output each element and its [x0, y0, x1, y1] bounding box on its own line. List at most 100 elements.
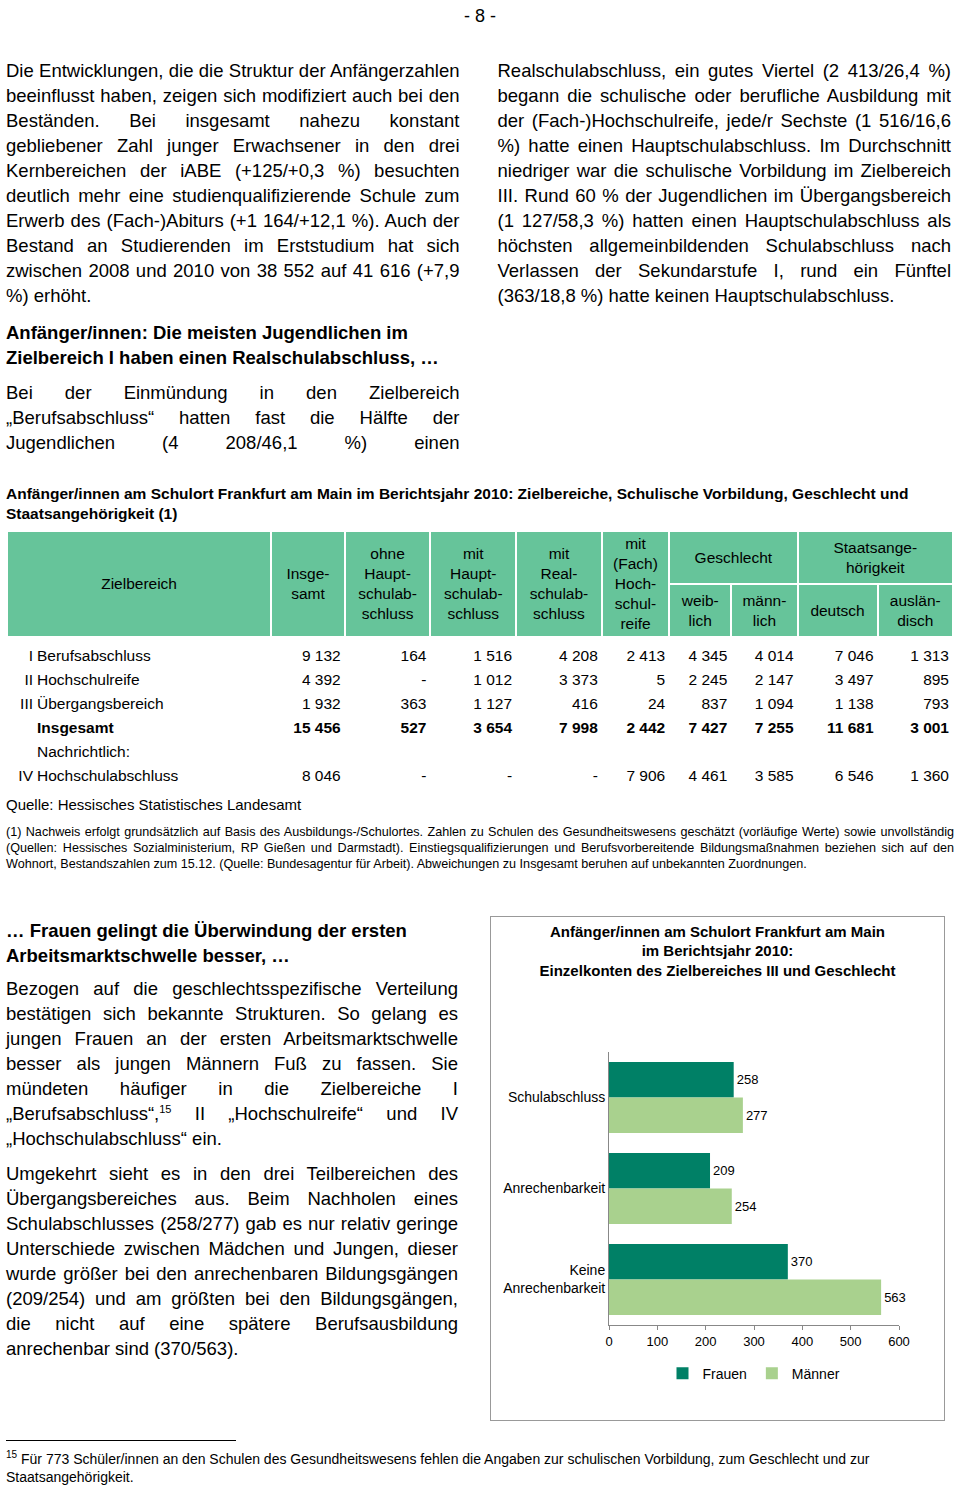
html-text:Anfänger/innen am Schulort Fra: Anfänger/innen am Schulort Frankfurt am … [6, 485, 909, 522]
html-text:Insge-: Insge- [286, 565, 330, 582]
html-text:4 014: 4 014 [754, 647, 794, 664]
html-text:ohne: ohne [370, 545, 405, 562]
html-text:4 392: 4 392 [301, 671, 341, 688]
html-text:… Frauen gelingt die Überwindu: … Frauen gelingt die Überwindung der ers… [6, 920, 407, 966]
svg-text:Schulabschluss: Schulabschluss [508, 1089, 605, 1105]
svg-text:500: 500 [840, 1334, 862, 1349]
svg-text:277: 277 [746, 1108, 768, 1123]
html-text:Bei der Einmündung in den Ziel: Bei der Einmündung in den Zielbereich „B… [6, 60, 951, 453]
html-text:3 373: 3 373 [559, 671, 598, 688]
html-text:416: 416 [571, 695, 598, 712]
html-text:Geschlecht: Geschlecht [694, 548, 773, 566]
svg-text:300: 300 [743, 1334, 765, 1349]
html-text:(1) Nachweis erfolgt grundsätz: (1) Nachweis erfolgt grundsätzlich auf B… [6, 825, 954, 871]
html-text:Staatsange-: Staatsange- [833, 538, 918, 556]
html-text:7 046: 7 046 [834, 647, 874, 664]
html-text:schulab-: schulab- [444, 585, 503, 602]
html-text:1 932: 1 932 [301, 695, 341, 712]
html-text:Zielbereich: Zielbereich [101, 575, 177, 592]
html-text:1 138: 1 138 [834, 695, 874, 712]
html-text:Real-: Real- [540, 565, 578, 582]
html-text:1 313: 1 313 [910, 647, 949, 664]
svg-text:563: 563 [884, 1290, 906, 1305]
html-text:3 497: 3 497 [834, 671, 874, 688]
html-text:lich: lich [752, 611, 776, 629]
html-text:Haupt-: Haupt- [450, 565, 497, 582]
html-text:895: 895 [923, 671, 949, 688]
html-text:samt: samt [291, 585, 325, 602]
html-text:I Berufsabschluss: I Berufsabschluss [28, 647, 151, 664]
html-text:lich: lich [688, 611, 712, 629]
html-text:4 208: 4 208 [559, 647, 598, 664]
html-text:schulab-: schulab- [358, 585, 417, 602]
html-text:363: 363 [400, 695, 427, 712]
svg-text:258: 258 [737, 1072, 759, 1087]
html-text:2 413: 2 413 [626, 647, 666, 664]
html-text:7 255: 7 255 [754, 719, 794, 736]
svg-text:400: 400 [791, 1334, 813, 1349]
html-text:Insgesamt: Insgesamt [37, 719, 114, 736]
html-text:2 147: 2 147 [754, 671, 794, 688]
html-text:1 012: 1 012 [473, 671, 513, 688]
html-text:7 998: 7 998 [559, 719, 598, 736]
html-text:reife: reife [620, 615, 651, 632]
html-text:Die Entwicklungen, die die Str: Die Entwicklungen, die die Struktur der … [6, 60, 460, 306]
html-text:auslän-: auslän- [889, 591, 941, 609]
svg-text:Frauen: Frauen [703, 1366, 747, 1382]
html-text:schluss: schluss [361, 605, 414, 622]
html-text:24: 24 [648, 695, 666, 712]
html-text:3 654: 3 654 [473, 719, 513, 736]
svg-text:KeineAnrechenbarkeit: KeineAnrechenbarkeit [503, 1262, 605, 1296]
svg-text:200: 200 [695, 1334, 717, 1349]
html-text:Hoch-: Hoch- [614, 575, 657, 592]
html-text:weib-: weib- [681, 591, 719, 609]
html-text:15Für 773 Schüler/innen an den: 15Für 773 Schüler/innen an den Schulen d… [6, 1449, 870, 1485]
html-text:mit: mit [625, 535, 646, 552]
html-text:2 245: 2 245 [688, 671, 728, 688]
html-text:15 456: 15 456 [293, 719, 341, 736]
html-text:Nachrichtlich:: Nachrichtlich: [37, 743, 130, 760]
svg-text:Anfänger/innen am Schulort Fra: Anfänger/innen am Schulort Frankfurt am … [540, 923, 896, 979]
html-text:Haupt-: Haupt- [364, 565, 411, 582]
html-text:schul-: schul- [614, 595, 657, 612]
html-text:1 094: 1 094 [754, 695, 794, 712]
html-text:3 001: 3 001 [910, 719, 949, 736]
svg-text:100: 100 [646, 1334, 668, 1349]
html-text:deutsch: deutsch [810, 601, 865, 619]
html-text:793: 793 [923, 695, 949, 712]
html-text:mit: mit [462, 545, 484, 562]
html-text:837: 837 [701, 695, 728, 712]
html-text:2 442: 2 442 [626, 719, 666, 736]
html-text:II Hochschulreife: II Hochschulreife [24, 671, 140, 688]
svg-text:Männer: Männer [792, 1366, 840, 1382]
html-text:Bezogen auf die geschlechtsspe: Bezogen auf die geschlechtsspezifische V… [6, 978, 458, 1149]
html-text:schluss: schluss [533, 605, 585, 622]
svg-text:370: 370 [791, 1254, 813, 1269]
html-text:männ-: männ- [742, 591, 787, 609]
html-text:hörigkeit: hörigkeit [846, 558, 905, 576]
html-text:Umgekehrt sieht es in den drei: Umgekehrt sieht es in den drei Teilberei… [6, 1163, 458, 1359]
html-text:schulab-: schulab- [529, 585, 589, 602]
html-text:IV Hochschulabschluss: IV Hochschulabschluss [18, 767, 179, 784]
html-text:mit: mit [548, 545, 570, 562]
html-text:disch: disch [897, 611, 934, 629]
html-text:- 8 -: - 8 - [464, 6, 496, 26]
svg-text:600: 600 [888, 1334, 910, 1349]
html-text:9 132: 9 132 [301, 647, 341, 664]
html-text:1 127: 1 127 [473, 695, 513, 712]
svg-text:Anrechenbarkeit: Anrechenbarkeit [503, 1180, 605, 1196]
html-text:schluss: schluss [447, 605, 500, 622]
svg-text:254: 254 [735, 1199, 757, 1214]
html-text:4 345: 4 345 [688, 647, 728, 664]
svg-text:209: 209 [713, 1163, 735, 1178]
html-text:7 427: 7 427 [688, 719, 728, 736]
html-text:1 516: 1 516 [473, 647, 513, 664]
html-text:11 681: 11 681 [827, 719, 874, 736]
html-text:Anfänger/innen: Die meisten Ju: Anfänger/innen: Die meisten Jugendlichen… [6, 322, 439, 368]
html-text:III Übergangsbereich: III Übergangsbereich [20, 695, 164, 712]
html-text:164: 164 [400, 647, 427, 664]
html-text:(Fach): (Fach) [613, 555, 658, 572]
svg-text:0: 0 [605, 1334, 612, 1349]
html-text:8 046: 8 046 [301, 767, 341, 784]
html-text:527: 527 [400, 719, 427, 736]
